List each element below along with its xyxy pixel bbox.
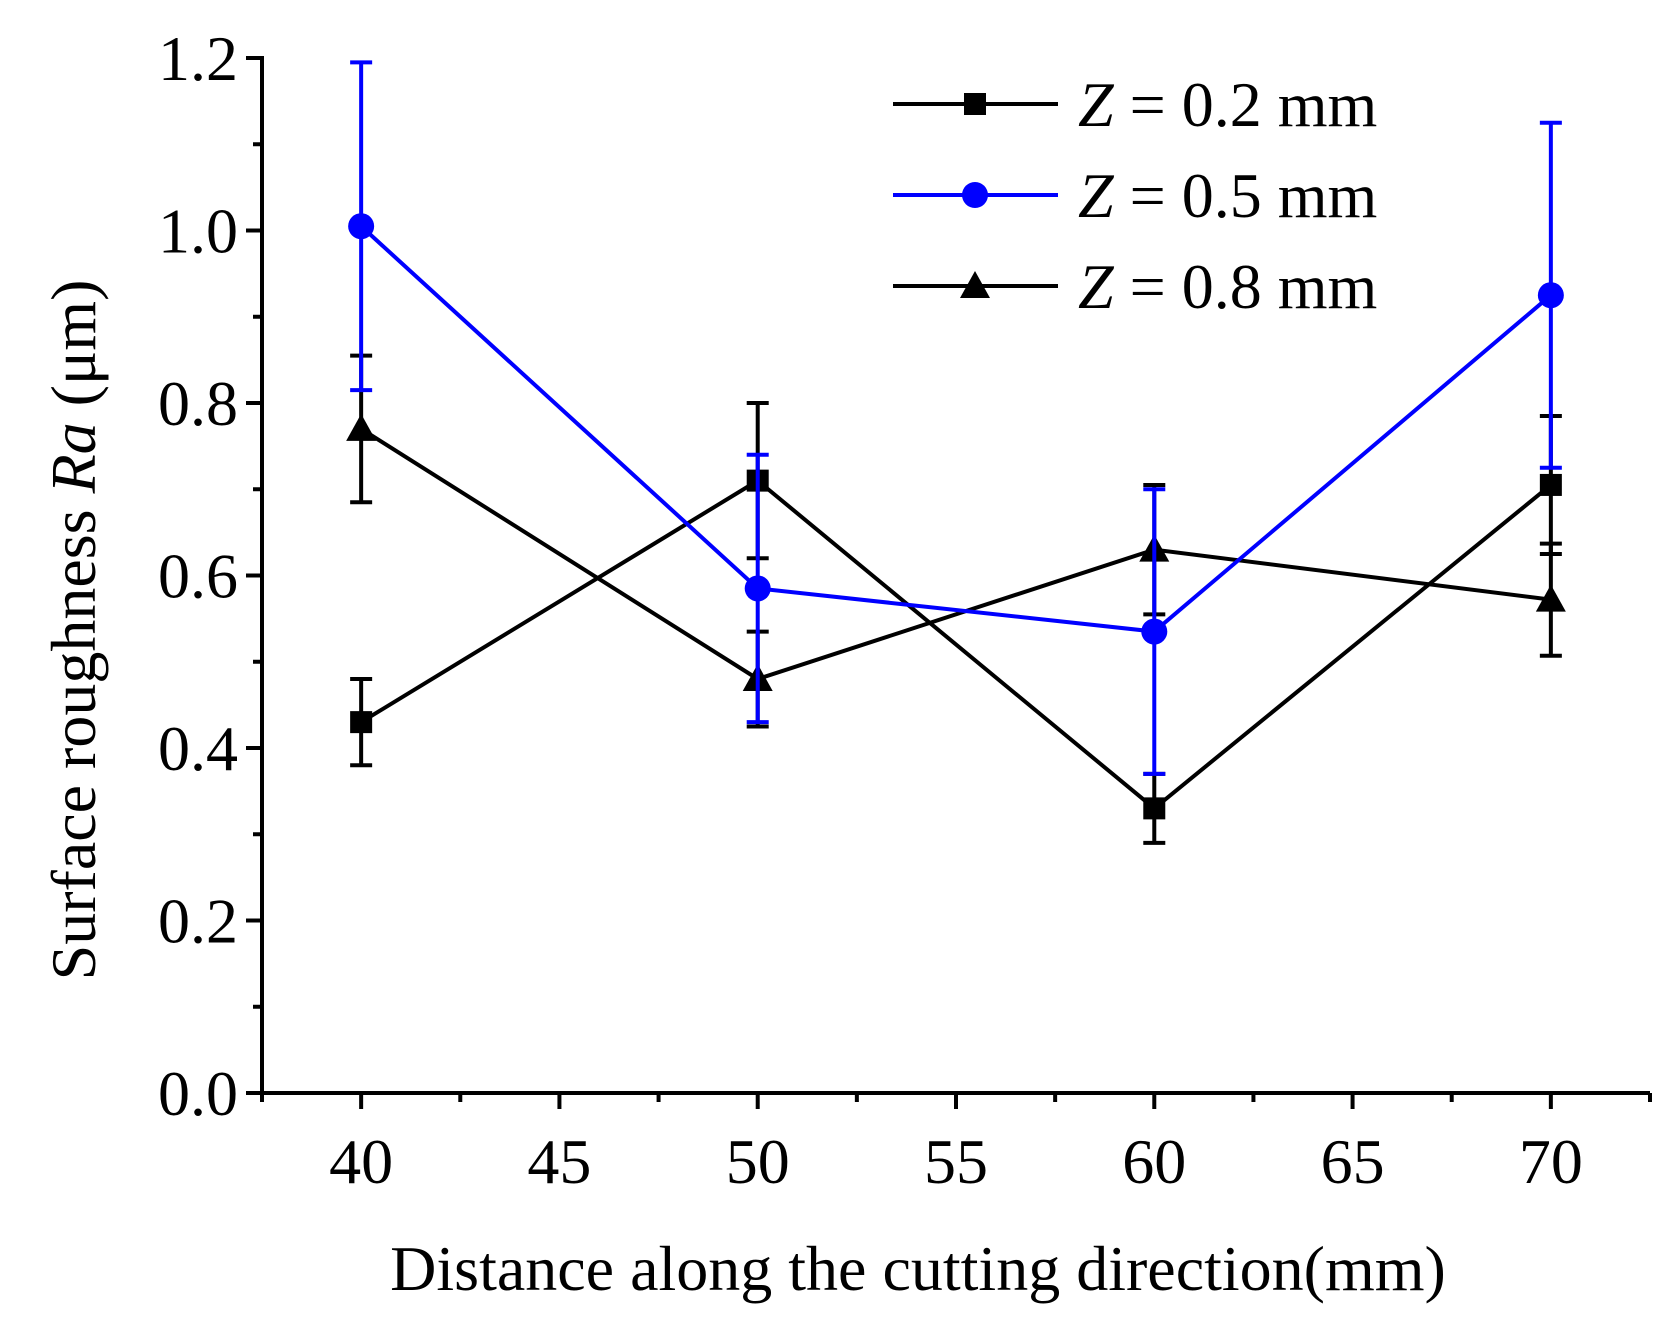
- legend-label: Z = 0.5 mm: [1078, 160, 1377, 231]
- y-tick-label: 1.2: [158, 23, 238, 94]
- y-axis-title-prefix: Surface roughness: [38, 493, 109, 980]
- y-axis-title-unit: (μm): [38, 280, 109, 423]
- legend-label-text: = 0.2 mm: [1114, 69, 1378, 140]
- x-tick-label: 45: [527, 1126, 591, 1197]
- data-point: [350, 711, 373, 734]
- legend-label-variable: Z: [1078, 69, 1115, 140]
- legend-label-variable: Z: [1078, 251, 1115, 322]
- legend-item-0: Z = 0.2 mm: [893, 69, 1377, 140]
- data-point: [744, 575, 771, 602]
- data-point: [1539, 473, 1562, 496]
- data-point: [348, 213, 375, 240]
- legend-label: Z = 0.2 mm: [1078, 69, 1377, 140]
- series-2: [346, 353, 1566, 729]
- legend-label-variable: Z: [1078, 160, 1115, 231]
- data-point: [346, 413, 377, 441]
- data-point: [1143, 797, 1166, 820]
- axes: 0.0 0.2 0.4 0.6 0.8 1.0 1.2 40 45 50 55 60 65 70: [158, 23, 1652, 1197]
- y-tick-label: 1.0: [158, 196, 238, 267]
- y-tick-label: 0.6: [158, 541, 238, 612]
- series-1: [348, 60, 1564, 776]
- legend-marker: [962, 182, 988, 208]
- y-axis-title-variable: Ra: [38, 422, 109, 494]
- legend-marker: [964, 93, 986, 115]
- x-tick-label: 65: [1321, 1126, 1385, 1197]
- x-tick-label: 40: [329, 1126, 393, 1197]
- series-0: [350, 401, 1562, 845]
- y-tick-label: 0.0: [158, 1058, 238, 1129]
- legend-label-text: = 0.5 mm: [1114, 160, 1378, 231]
- x-axis-title: Distance along the cutting direction(mm): [390, 1233, 1446, 1304]
- y-tick-label: 0.4: [158, 713, 238, 784]
- y-tick-label: 0.8: [158, 368, 238, 439]
- y-axis-title: Surface roughness Ra (μm): [38, 280, 109, 981]
- y-tick-label: 0.2: [158, 886, 238, 957]
- series-layer: [346, 60, 1566, 845]
- legend-label: Z = 0.8 mm: [1078, 251, 1377, 322]
- x-tick-label: 50: [726, 1126, 790, 1197]
- data-point: [1141, 618, 1168, 645]
- data-point: [1537, 282, 1564, 309]
- legend-marker: [960, 271, 990, 298]
- legend-item-2: Z = 0.8 mm: [893, 251, 1377, 322]
- x-tick-label: 60: [1122, 1126, 1186, 1197]
- legend-item-1: Z = 0.5 mm: [893, 160, 1377, 231]
- legend-label-text: = 0.8 mm: [1114, 251, 1378, 322]
- series-line: [360, 427, 1552, 682]
- legend: Z = 0.2 mmZ = 0.5 mmZ = 0.8 mm: [893, 69, 1377, 322]
- x-tick-label: 70: [1519, 1126, 1583, 1197]
- series-line: [360, 478, 1553, 811]
- x-tick-label: 55: [924, 1126, 988, 1197]
- data-point: [1535, 584, 1566, 612]
- series-line: [359, 224, 1553, 634]
